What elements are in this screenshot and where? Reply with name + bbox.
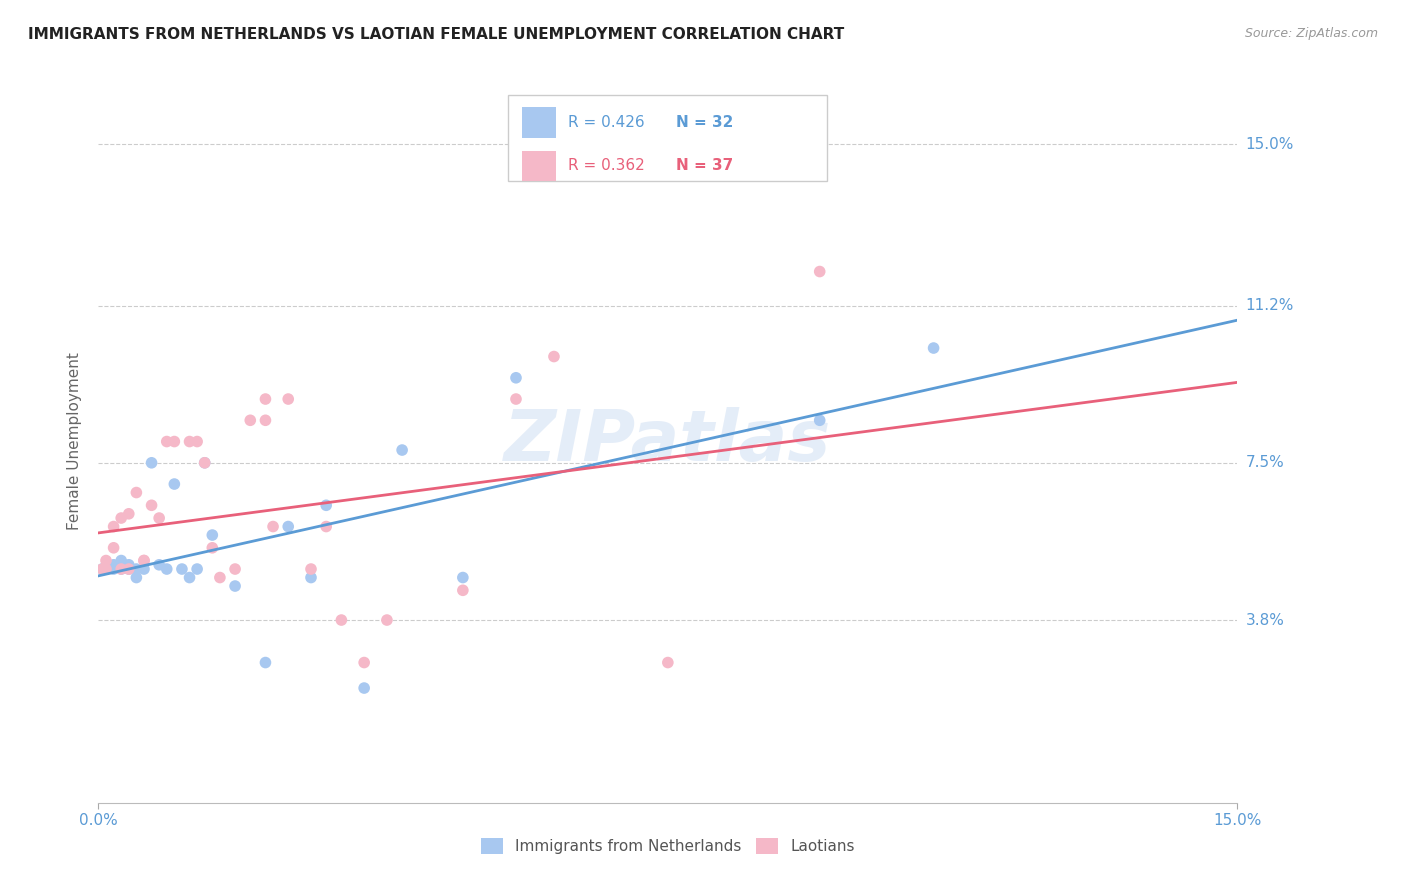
Point bbox=[125, 562, 148, 576]
Point bbox=[262, 519, 284, 533]
Point bbox=[103, 541, 125, 555]
Point bbox=[110, 511, 132, 525]
Point bbox=[315, 498, 337, 512]
Point bbox=[132, 562, 155, 576]
Point bbox=[375, 613, 398, 627]
Point bbox=[103, 562, 125, 576]
Point bbox=[94, 562, 117, 576]
Text: Source: ZipAtlas.com: Source: ZipAtlas.com bbox=[1244, 27, 1378, 40]
Point bbox=[299, 570, 322, 584]
Point bbox=[94, 562, 117, 576]
Point bbox=[277, 392, 299, 406]
Text: R = 0.426: R = 0.426 bbox=[568, 115, 644, 130]
Point bbox=[208, 570, 231, 584]
Point bbox=[156, 562, 179, 576]
Point bbox=[194, 456, 217, 470]
Point bbox=[543, 350, 565, 364]
Point bbox=[103, 558, 125, 572]
Point bbox=[657, 656, 679, 670]
Text: 11.2%: 11.2% bbox=[1246, 298, 1294, 313]
Point bbox=[353, 681, 375, 695]
Point bbox=[132, 553, 155, 567]
Point bbox=[148, 511, 170, 525]
Point bbox=[451, 570, 474, 584]
Point bbox=[141, 456, 163, 470]
Point bbox=[118, 507, 141, 521]
Point bbox=[201, 528, 224, 542]
Point bbox=[254, 656, 277, 670]
Point bbox=[922, 341, 945, 355]
Text: R = 0.362: R = 0.362 bbox=[568, 158, 644, 173]
Point bbox=[224, 562, 246, 576]
Point bbox=[299, 562, 322, 576]
Point bbox=[110, 553, 132, 567]
Text: 3.8%: 3.8% bbox=[1246, 613, 1285, 628]
Point bbox=[179, 570, 201, 584]
Point bbox=[163, 477, 186, 491]
Point bbox=[330, 613, 353, 627]
Point bbox=[277, 519, 299, 533]
Text: N = 37: N = 37 bbox=[676, 158, 733, 173]
Point bbox=[391, 443, 413, 458]
Text: ZIPatlas: ZIPatlas bbox=[505, 407, 831, 476]
Point bbox=[91, 562, 114, 576]
Point bbox=[315, 519, 337, 533]
Point bbox=[125, 485, 148, 500]
Point bbox=[224, 579, 246, 593]
Point bbox=[186, 562, 208, 576]
Point bbox=[125, 570, 148, 584]
Point bbox=[163, 434, 186, 449]
Point bbox=[132, 553, 155, 567]
Point bbox=[118, 558, 141, 572]
Point bbox=[505, 392, 527, 406]
Point bbox=[141, 498, 163, 512]
Point bbox=[254, 413, 277, 427]
Text: 7.5%: 7.5% bbox=[1246, 455, 1284, 470]
Point bbox=[239, 413, 262, 427]
Point bbox=[156, 434, 179, 449]
Point bbox=[91, 562, 114, 576]
Point bbox=[201, 541, 224, 555]
Point bbox=[808, 264, 831, 278]
Point bbox=[118, 562, 141, 576]
Point bbox=[94, 553, 117, 567]
Text: N = 32: N = 32 bbox=[676, 115, 733, 130]
Y-axis label: Female Unemployment: Female Unemployment bbox=[67, 352, 83, 531]
Point bbox=[194, 456, 217, 470]
Point bbox=[505, 371, 527, 385]
Text: 15.0%: 15.0% bbox=[1246, 136, 1294, 152]
Point bbox=[110, 562, 132, 576]
Point bbox=[148, 558, 170, 572]
Point bbox=[94, 562, 117, 576]
Point bbox=[170, 562, 193, 576]
Point bbox=[451, 583, 474, 598]
Text: IMMIGRANTS FROM NETHERLANDS VS LAOTIAN FEMALE UNEMPLOYMENT CORRELATION CHART: IMMIGRANTS FROM NETHERLANDS VS LAOTIAN F… bbox=[28, 27, 845, 42]
Legend: Immigrants from Netherlands, Laotians: Immigrants from Netherlands, Laotians bbox=[475, 832, 860, 860]
Point bbox=[118, 562, 141, 576]
Point bbox=[254, 392, 277, 406]
Point bbox=[179, 434, 201, 449]
Bar bbox=[522, 151, 557, 181]
FancyBboxPatch shape bbox=[509, 95, 827, 181]
Point bbox=[110, 562, 132, 576]
Point bbox=[353, 656, 375, 670]
Point bbox=[808, 413, 831, 427]
Point bbox=[186, 434, 208, 449]
Point bbox=[103, 519, 125, 533]
Bar bbox=[522, 107, 557, 137]
